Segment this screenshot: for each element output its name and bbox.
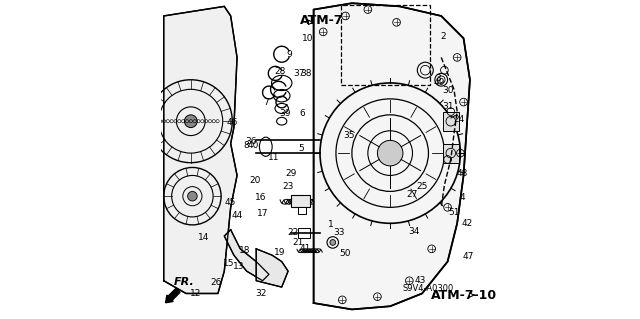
Text: 16: 16 [255,193,267,202]
Text: ATM-7: ATM-7 [300,14,343,27]
Text: 28: 28 [275,67,286,76]
Text: 29: 29 [285,169,297,178]
Text: 33: 33 [333,228,345,237]
Text: 9: 9 [287,50,292,59]
Text: 7: 7 [263,98,269,107]
Text: 36: 36 [246,137,257,146]
Text: 26: 26 [211,278,222,287]
Text: 25: 25 [417,182,428,191]
Polygon shape [256,249,288,287]
Circle shape [188,191,197,201]
Text: 20: 20 [249,176,260,185]
Text: 23: 23 [282,182,294,191]
Text: 41: 41 [300,244,311,253]
Text: 11: 11 [268,153,280,162]
Text: 13: 13 [233,262,244,271]
Text: 51: 51 [448,208,460,217]
Text: 8: 8 [244,141,250,150]
Text: 47: 47 [463,252,474,261]
Text: 6: 6 [300,109,305,118]
Text: 10: 10 [301,34,313,43]
Text: 15: 15 [223,259,235,268]
Polygon shape [224,230,269,281]
Bar [340,5,430,85]
Circle shape [378,140,403,166]
Text: 24: 24 [453,115,465,124]
Bar [443,112,459,131]
Text: 37: 37 [294,69,305,78]
FancyArrow shape [166,288,180,303]
Text: 14: 14 [198,233,209,242]
Text: 49: 49 [434,78,445,87]
Text: 30: 30 [442,86,453,95]
Text: 48: 48 [456,169,468,178]
Circle shape [184,115,197,128]
Bar [291,195,310,207]
Bar [298,207,306,214]
Text: 50: 50 [340,249,351,258]
Text: 12: 12 [190,289,201,298]
Text: 43: 43 [415,276,426,285]
Text: 32: 32 [255,289,267,298]
Text: 18: 18 [239,246,251,255]
Text: 4: 4 [459,193,465,202]
Text: 44: 44 [232,211,243,220]
Bar [298,228,310,238]
Text: 42: 42 [461,219,472,228]
Polygon shape [314,3,470,309]
Text: 31: 31 [442,102,453,111]
Text: ATM-7-10: ATM-7-10 [431,289,497,301]
Text: 21: 21 [292,238,303,247]
Text: 19: 19 [275,248,286,256]
Text: FR.: FR. [174,277,195,287]
Text: 1: 1 [328,220,334,229]
Text: 46: 46 [227,118,238,127]
Text: 40: 40 [247,141,259,150]
Text: 22: 22 [287,228,298,237]
Text: 45: 45 [225,198,236,207]
Text: 34: 34 [408,227,420,236]
Text: 17: 17 [257,209,268,218]
Text: 38: 38 [300,69,312,78]
Text: S9V4-A0300: S9V4-A0300 [403,284,454,293]
Text: 3: 3 [435,74,441,83]
Circle shape [330,240,335,245]
Text: 27: 27 [407,190,418,199]
Text: 5: 5 [298,144,304,153]
Bar [443,144,459,163]
Text: 2: 2 [440,32,445,41]
Text: 39: 39 [279,109,291,118]
Polygon shape [164,6,237,293]
Text: 35: 35 [343,131,355,140]
